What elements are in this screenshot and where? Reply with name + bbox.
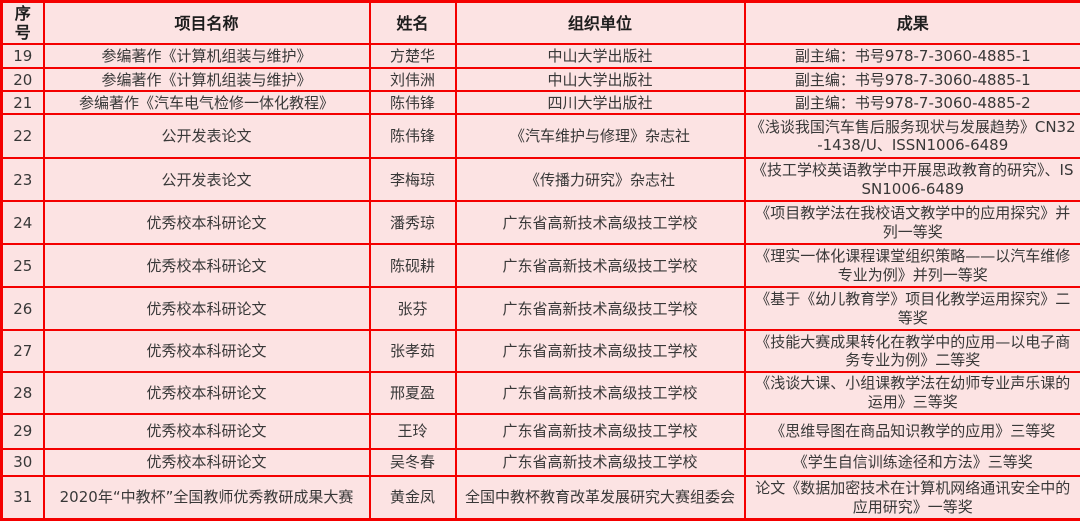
cell-num: 29 <box>2 414 44 449</box>
header-cell-project: 项目名称 <box>44 2 370 45</box>
cell-org: 广东省高新技术高级技工学校 <box>456 330 745 372</box>
cell-name: 邢夏盈 <box>370 372 456 414</box>
cell-name: 潘秀琼 <box>370 201 456 244</box>
cell-num: 24 <box>2 201 44 244</box>
cell-result: 副主编：书号978-7-3060-4885-1 <box>745 68 1080 91</box>
cell-num: 26 <box>2 287 44 330</box>
header-cell-org: 组织单位 <box>456 2 745 45</box>
cell-num: 25 <box>2 244 44 287</box>
header-cell-result: 成果 <box>745 2 1080 45</box>
cell-org: 中山大学出版社 <box>456 44 745 68</box>
cell-org: 四川大学出版社 <box>456 91 745 114</box>
cell-result: 副主编：书号978-7-3060-4885-2 <box>745 91 1080 114</box>
cell-num: 23 <box>2 158 44 201</box>
cell-project: 2020年“中教杯”全国教师优秀教研成果大赛 <box>44 476 370 520</box>
cell-result: 《思维导图在商品知识教学的应用》三等奖 <box>745 414 1080 449</box>
cell-name: 陈伟锋 <box>370 114 456 158</box>
cell-result: 论文《数据加密技术在计算机网络通讯安全中的应用研究》一等奖 <box>745 476 1080 520</box>
cell-num: 28 <box>2 372 44 414</box>
cell-org: 全国中教杯教育改革发展研究大赛组委会 <box>456 476 745 520</box>
cell-result: 副主编：书号978-7-3060-4885-1 <box>745 44 1080 68</box>
cell-result: 《浅谈大课、小组课教学法在幼师专业声乐课的运用》三等奖 <box>745 372 1080 414</box>
cell-name: 方楚华 <box>370 44 456 68</box>
cell-result: 《项目教学法在我校语文教学中的应用探究》并列一等奖 <box>745 201 1080 244</box>
cell-org: 广东省高新技术高级技工学校 <box>456 201 745 244</box>
cell-project: 参编著作《计算机组装与维护》 <box>44 68 370 91</box>
cell-org: 《汽车维护与修理》杂志社 <box>456 114 745 158</box>
cell-project: 公开发表论文 <box>44 114 370 158</box>
cell-project: 优秀校本科研论文 <box>44 201 370 244</box>
header-row: 序号 项目名称 姓名 组织单位 成果 <box>2 2 1080 45</box>
cell-project: 优秀校本科研论文 <box>44 244 370 287</box>
cell-org: 广东省高新技术高级技工学校 <box>456 414 745 449</box>
cell-num: 30 <box>2 449 44 476</box>
cell-name: 陈伟锋 <box>370 91 456 114</box>
cell-name: 王玲 <box>370 414 456 449</box>
cell-num: 22 <box>2 114 44 158</box>
cell-name: 吴冬春 <box>370 449 456 476</box>
cell-name: 李梅琼 <box>370 158 456 201</box>
header-cell-name: 姓名 <box>370 2 456 45</box>
cell-name: 刘伟洲 <box>370 68 456 91</box>
cell-org: 广东省高新技术高级技工学校 <box>456 372 745 414</box>
cell-project: 公开发表论文 <box>44 158 370 201</box>
cell-result: 《理实一体化课程课堂组织策略——以汽车维修专业为例》并列一等奖 <box>745 244 1080 287</box>
cell-project: 优秀校本科研论文 <box>44 372 370 414</box>
cell-org: 广东省高新技术高级技工学校 <box>456 287 745 330</box>
cell-num: 31 <box>2 476 44 520</box>
cell-result: 《学生自信训练途径和方法》三等奖 <box>745 449 1080 476</box>
cell-name: 张孝茹 <box>370 330 456 372</box>
cell-org: 《传播力研究》杂志社 <box>456 158 745 201</box>
cell-name: 陈砚耕 <box>370 244 456 287</box>
cell-org: 广东省高新技术高级技工学校 <box>456 244 745 287</box>
cell-name: 黄金凤 <box>370 476 456 520</box>
cell-name: 张芬 <box>370 287 456 330</box>
header-cell-num: 序号 <box>2 2 44 45</box>
cell-num: 20 <box>2 68 44 91</box>
cell-org: 中山大学出版社 <box>456 68 745 91</box>
cell-project: 优秀校本科研论文 <box>44 330 370 372</box>
cell-num: 19 <box>2 44 44 68</box>
cell-project: 优秀校本科研论文 <box>44 449 370 476</box>
cell-project: 优秀校本科研论文 <box>44 287 370 330</box>
cell-project: 优秀校本科研论文 <box>44 414 370 449</box>
cell-num: 27 <box>2 330 44 372</box>
cell-project: 参编著作《计算机组装与维护》 <box>44 44 370 68</box>
cell-num: 21 <box>2 91 44 114</box>
cell-result: 《浅谈我国汽车售后服务现状与发展趋势》CN32-1438/U、ISSN1006-… <box>745 114 1080 158</box>
cell-result: 《基于《幼儿教育学》项目化教学运用探究》二等奖 <box>745 287 1080 330</box>
cell-result: 《技能大赛成果转化在教学中的应用—以电子商务专业为例》二等奖 <box>745 330 1080 372</box>
cell-org: 广东省高新技术高级技工学校 <box>456 449 745 476</box>
cell-result: 《技工学校英语教学中开展思政教育的研究》、ISSN1006-6489 <box>745 158 1080 201</box>
cell-project: 参编著作《汽车电气检修一体化教程》 <box>44 91 370 114</box>
